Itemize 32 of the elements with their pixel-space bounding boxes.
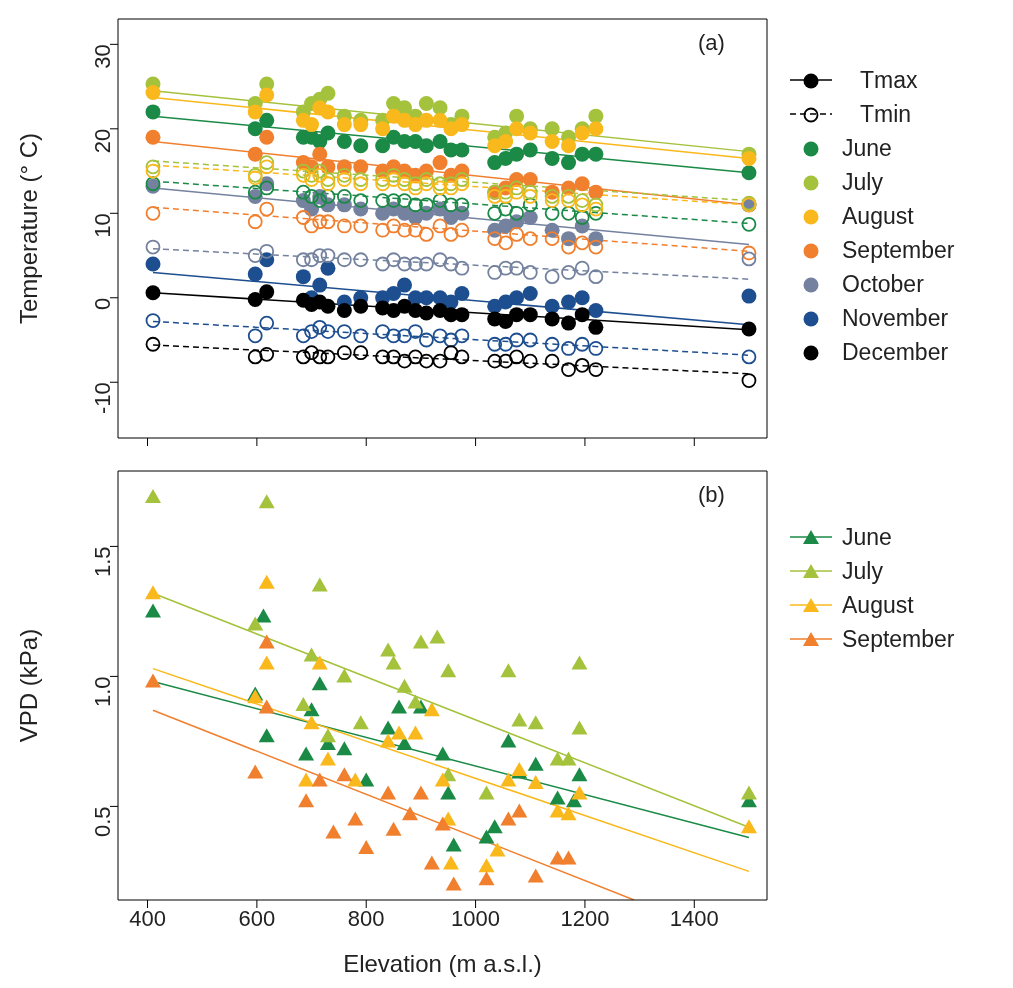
y-tick-label: 30	[89, 44, 115, 69]
legend-label: September	[842, 625, 955, 653]
legend-label: September	[842, 236, 955, 264]
y-tick-label: 10	[89, 213, 115, 238]
x-tick-label: 800	[347, 905, 385, 931]
y-tick-label: 1.0	[89, 676, 115, 707]
y-tick-label: 0.5	[89, 806, 115, 837]
x-axis-title: Elevation (m a.s.l.)	[343, 950, 542, 977]
legend-label: December	[842, 338, 949, 366]
x-tick-label: 400	[129, 905, 166, 931]
legend-label: August	[842, 591, 914, 619]
y-axis-title: VPD (kPa)	[14, 628, 42, 743]
text: Tmax	[860, 66, 918, 94]
legend-label: June	[842, 134, 892, 162]
legend-label: June	[842, 523, 892, 551]
x-tick-label: 1000	[451, 905, 501, 931]
legend-label: November	[842, 304, 949, 332]
y-tick-label: 20	[89, 128, 115, 154]
x-tick-label: 1400	[669, 905, 719, 931]
text: (b)	[698, 482, 725, 508]
legend-label: July	[842, 557, 883, 585]
x-tick-label: 1200	[560, 905, 610, 931]
legend-label: August	[842, 202, 914, 230]
text: (a)	[698, 30, 725, 56]
y-tick-label: -10	[89, 382, 115, 415]
y-tick-label: 0	[89, 297, 115, 311]
y-tick-label: 1.5	[89, 546, 115, 577]
legend-label: October	[842, 270, 924, 298]
y-axis-title: Temperature (° C)	[14, 133, 42, 324]
legend-label: July	[842, 168, 883, 196]
text: Tmin	[860, 100, 912, 128]
x-tick-label: 600	[238, 905, 276, 931]
